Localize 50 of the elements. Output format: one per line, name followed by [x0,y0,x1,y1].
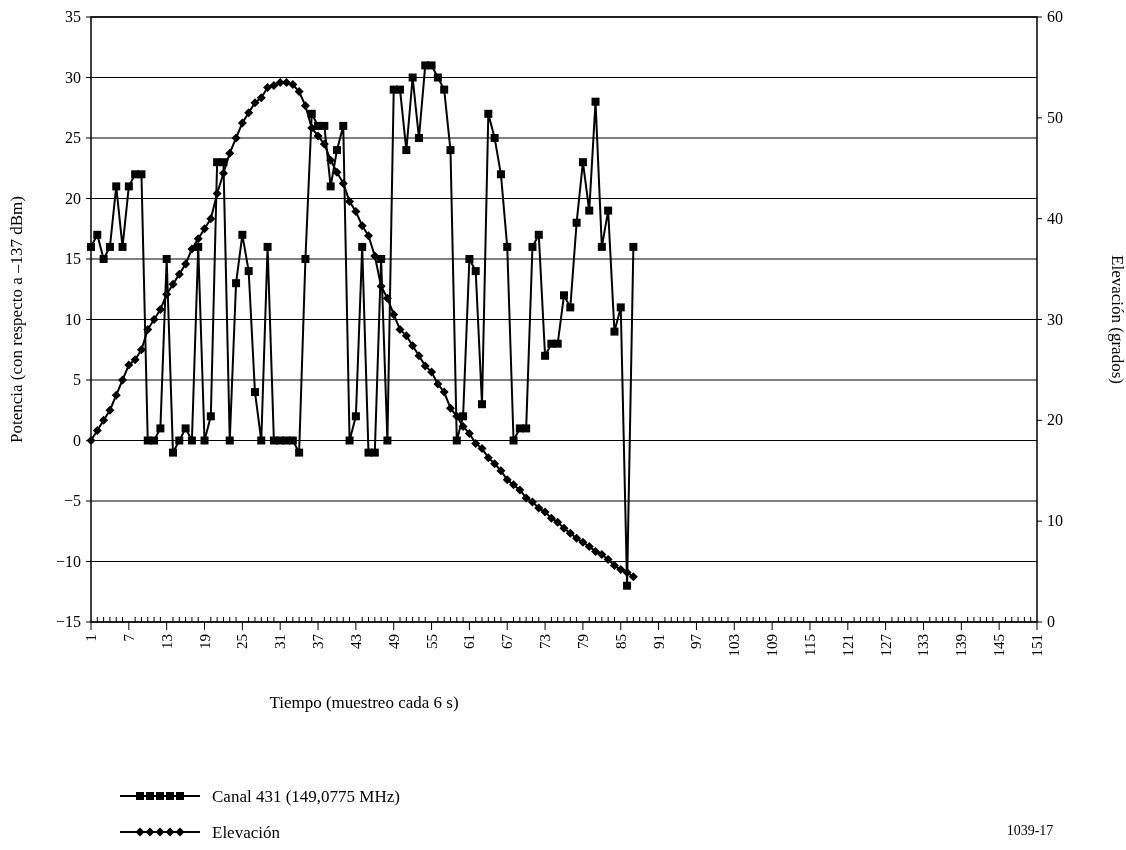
y-tick-label: 5 [73,371,81,388]
x-tick-label: 151 [1029,634,1045,657]
y-tick-label: 20 [65,189,81,207]
x-tick-label: 145 [991,634,1008,657]
x-tick-label: 139 [953,634,970,657]
x-tick-label: 133 [915,634,932,657]
x-tick-label: 73 [537,634,554,649]
x-tick-label: 115 [801,634,818,656]
y2-tick-label: 50 [1047,108,1063,126]
y2-tick-label: 20 [1047,411,1063,429]
x-tick-label: 85 [612,634,629,649]
x-tick-label: 127 [877,633,894,657]
y-tick-label: 30 [65,68,81,86]
x-tick-label: 7 [120,633,137,642]
text: 1039-17 [1006,823,1054,838]
x-axis-title: Tiempo (muestreo cada 6 s) [269,693,459,712]
x-tick-label: 91 [650,634,667,649]
y2-tick-label: 30 [1047,310,1063,328]
x-tick-label: 109 [764,634,781,657]
x-tick-label: 97 [688,633,705,649]
x-tick-label: 49 [385,634,402,649]
x-tick-label: 37 [310,633,327,649]
x-tick-label: 13 [158,634,175,649]
y-tick-label: 0 [73,431,81,449]
y2-tick-label: 10 [1047,512,1063,530]
x-tick-label: 61 [461,634,478,649]
y-tick-label: 25 [65,129,81,146]
x-tick-label: 25 [234,634,251,649]
y-axis-title: Potencia (con respecto a –137 dBm) [7,196,26,443]
x-tick-label: 19 [196,634,213,649]
y-tick-label: 15 [65,250,81,267]
x-tick-label: 79 [574,634,591,649]
y2-tick-label: 40 [1047,209,1063,227]
x-tick-label: 1 [83,634,99,642]
x-tick-label: 55 [423,634,440,649]
x-tick-label: 31 [272,634,289,649]
x-tick-label: 67 [499,633,516,649]
y2-tick-label: 60 [1047,8,1063,25]
y-tick-label: −10 [55,552,81,570]
y2-tick-label: 0 [1047,613,1055,630]
legend-label: Elevación [212,823,281,842]
x-tick-label: 103 [726,634,743,657]
y2-axis-title: Elevación (grados) [1108,255,1126,384]
y-tick-label: 35 [65,8,81,25]
x-tick-label: 43 [347,634,364,649]
legend-label: Canal 431 (149,0775 MHz) [212,787,400,806]
x-tick-label: 121 [839,634,856,657]
y-tick-label: −15 [55,613,81,630]
y-tick-label: −5 [63,492,81,509]
y-tick-label: 10 [65,310,81,328]
